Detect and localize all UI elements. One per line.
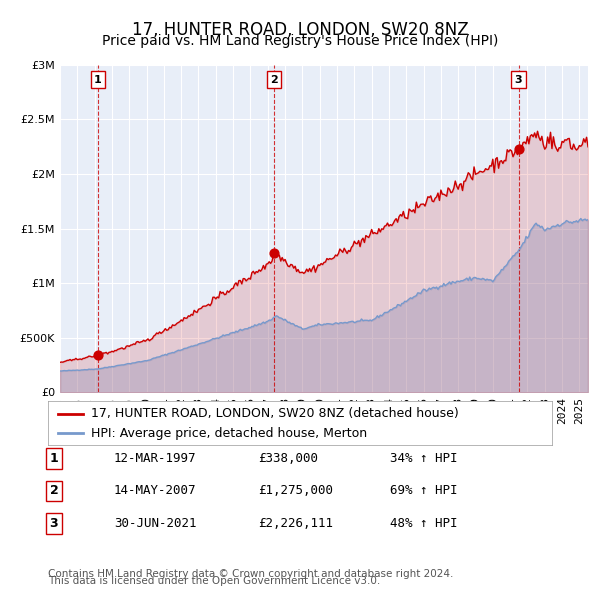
Text: Contains HM Land Registry data © Crown copyright and database right 2024.: Contains HM Land Registry data © Crown c…: [48, 569, 454, 579]
Text: 12-MAR-1997: 12-MAR-1997: [114, 452, 197, 465]
Text: 1: 1: [50, 452, 58, 465]
Text: 69% ↑ HPI: 69% ↑ HPI: [390, 484, 458, 497]
Text: 14-MAY-2007: 14-MAY-2007: [114, 484, 197, 497]
Text: £338,000: £338,000: [258, 452, 318, 465]
Text: 17, HUNTER ROAD, LONDON, SW20 8NZ (detached house): 17, HUNTER ROAD, LONDON, SW20 8NZ (detac…: [91, 407, 458, 420]
Text: HPI: Average price, detached house, Merton: HPI: Average price, detached house, Mert…: [91, 427, 367, 440]
Text: £2,226,111: £2,226,111: [258, 517, 333, 530]
Text: 30-JUN-2021: 30-JUN-2021: [114, 517, 197, 530]
Text: 48% ↑ HPI: 48% ↑ HPI: [390, 517, 458, 530]
Text: 3: 3: [515, 75, 523, 85]
Text: 2: 2: [270, 75, 278, 85]
Text: 2: 2: [50, 484, 58, 497]
Text: 1: 1: [94, 75, 102, 85]
Text: Price paid vs. HM Land Registry's House Price Index (HPI): Price paid vs. HM Land Registry's House …: [102, 34, 498, 48]
Text: 3: 3: [50, 517, 58, 530]
Text: 17, HUNTER ROAD, LONDON, SW20 8NZ: 17, HUNTER ROAD, LONDON, SW20 8NZ: [131, 21, 469, 39]
Point: [269, 248, 279, 258]
Text: 34% ↑ HPI: 34% ↑ HPI: [390, 452, 458, 465]
Point: [93, 350, 103, 360]
Point: [514, 145, 523, 154]
Text: £1,275,000: £1,275,000: [258, 484, 333, 497]
Text: This data is licensed under the Open Government Licence v3.0.: This data is licensed under the Open Gov…: [48, 576, 380, 586]
